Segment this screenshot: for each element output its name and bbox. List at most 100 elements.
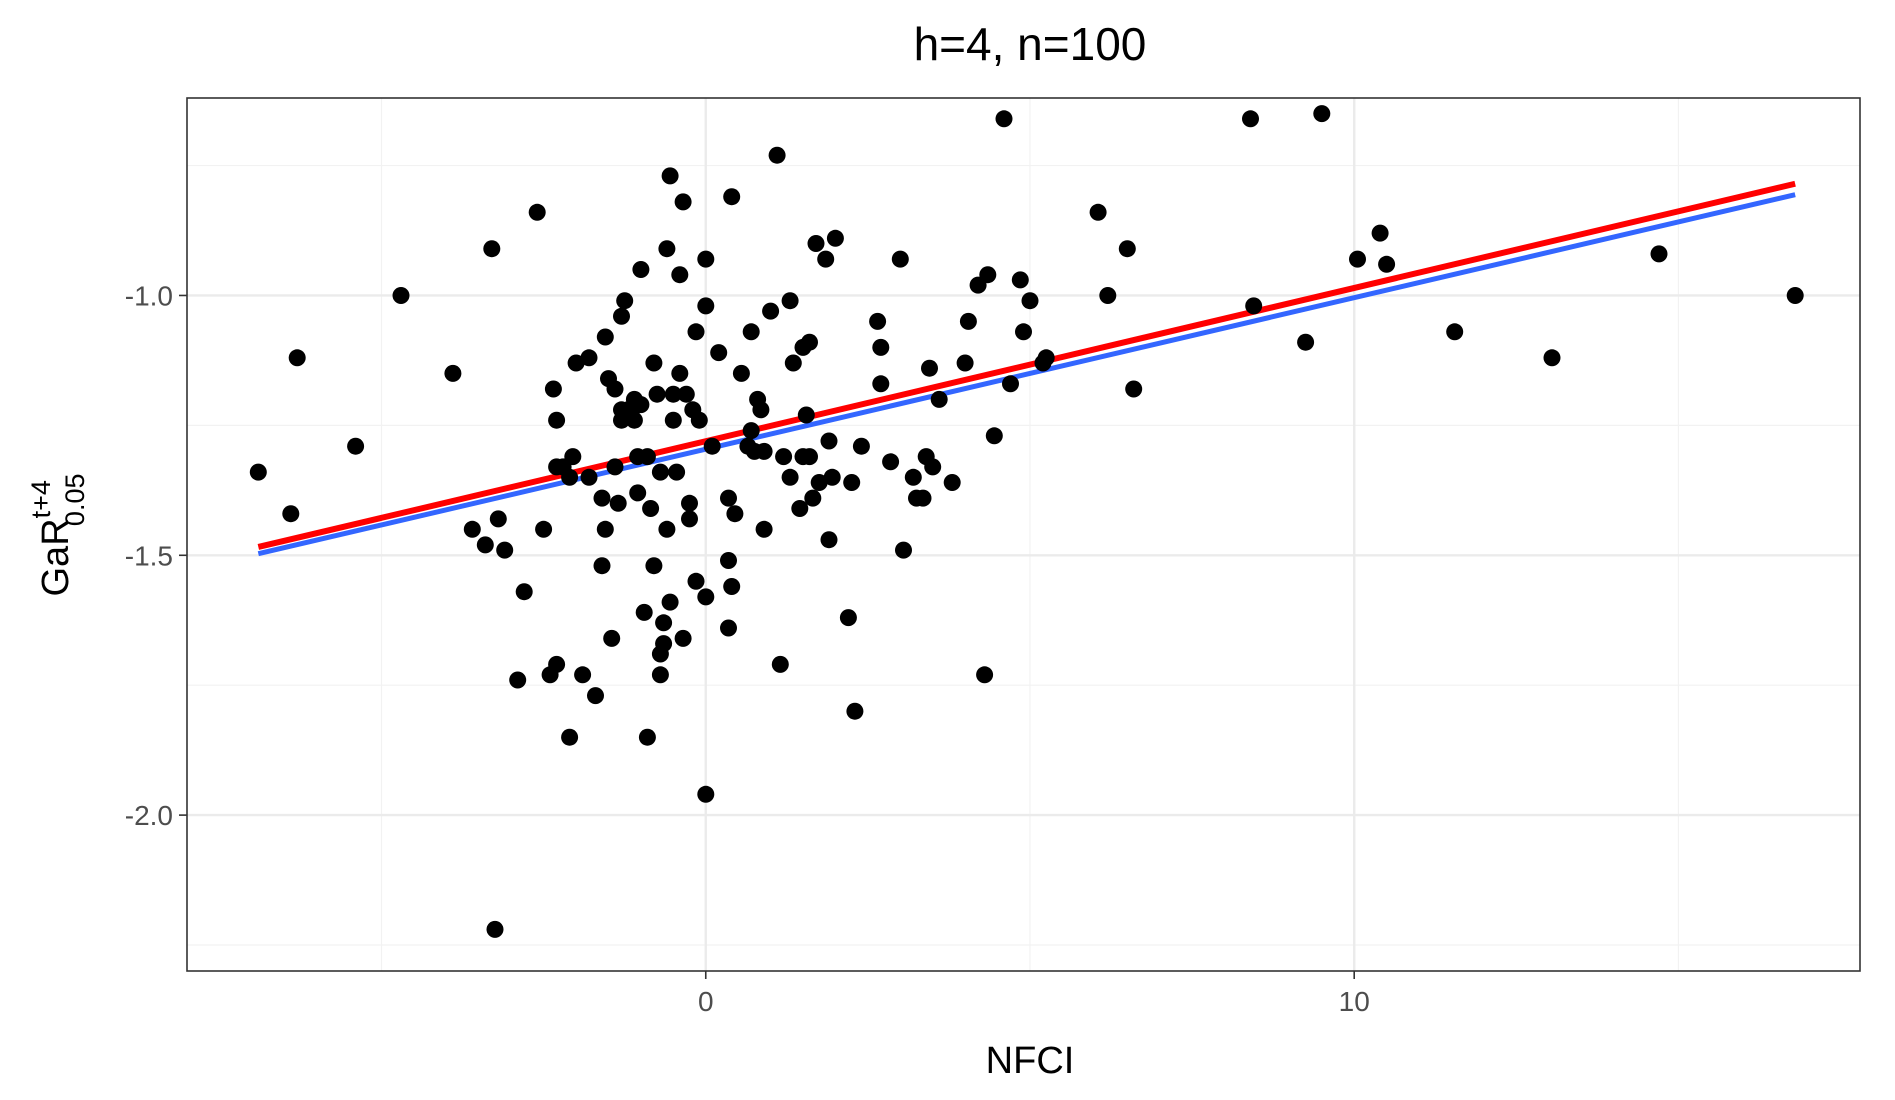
data-point xyxy=(561,468,579,486)
data-point xyxy=(606,380,624,398)
data-point xyxy=(648,385,666,403)
data-point xyxy=(632,261,650,278)
data-point xyxy=(771,655,789,673)
data-point xyxy=(697,250,715,268)
data-point xyxy=(687,572,705,590)
data-point xyxy=(681,510,698,528)
data-point xyxy=(914,489,932,507)
data-point xyxy=(846,702,864,720)
data-point xyxy=(661,167,679,185)
data-point xyxy=(1125,380,1143,398)
data-point xyxy=(606,458,624,476)
y-axis-title-base: GaR xyxy=(35,518,77,596)
data-point xyxy=(1089,203,1107,221)
data-point xyxy=(710,344,728,362)
data-point xyxy=(564,448,582,466)
data-point xyxy=(924,458,942,476)
data-point xyxy=(1313,105,1331,123)
data-point xyxy=(671,266,689,284)
data-point xyxy=(613,307,630,325)
data-point xyxy=(638,728,656,746)
data-point xyxy=(548,655,566,673)
data-point xyxy=(852,437,870,455)
data-point xyxy=(444,364,462,382)
data-point xyxy=(956,354,974,372)
data-point xyxy=(1378,255,1396,273)
data-point xyxy=(1786,287,1804,304)
data-point xyxy=(609,494,627,512)
data-point xyxy=(496,541,514,559)
data-point xyxy=(869,312,887,330)
data-point xyxy=(976,666,994,684)
data-point xyxy=(720,489,737,507)
data-point xyxy=(463,520,481,538)
y-tick-label: -1.0 xyxy=(125,280,173,311)
data-point xyxy=(726,505,744,523)
data-point xyxy=(1015,323,1032,341)
data-point xyxy=(288,349,306,367)
data-point xyxy=(839,609,857,627)
data-point xyxy=(282,505,300,523)
data-point xyxy=(943,474,961,491)
data-point xyxy=(664,411,682,429)
data-point xyxy=(784,354,802,372)
data-point xyxy=(593,489,611,507)
data-point xyxy=(655,614,673,632)
data-point xyxy=(593,557,611,575)
y-axis-title-subscript: 0.05 xyxy=(60,474,90,527)
data-point xyxy=(775,448,793,466)
data-point xyxy=(567,354,585,372)
data-point xyxy=(668,463,686,481)
data-point xyxy=(1297,333,1315,351)
data-point xyxy=(486,920,504,938)
data-point xyxy=(697,297,715,315)
svg-text:GaRt+40.05: GaRt+4 0.05 xyxy=(26,474,90,597)
data-point xyxy=(671,364,689,382)
data-point xyxy=(823,468,841,486)
x-axis-title: NFCI xyxy=(986,1040,1075,1082)
data-point xyxy=(674,629,692,647)
data-point xyxy=(817,250,835,268)
y-tick-label: -2.0 xyxy=(125,800,173,831)
data-point xyxy=(574,666,592,684)
data-point xyxy=(681,494,698,512)
data-point xyxy=(697,588,715,606)
data-point xyxy=(959,312,977,330)
data-point xyxy=(1245,297,1263,315)
data-point xyxy=(596,520,614,538)
data-point xyxy=(801,448,818,466)
data-point xyxy=(820,432,838,450)
data-point xyxy=(781,292,799,310)
x-tick-label: 0 xyxy=(698,986,714,1017)
data-point xyxy=(632,396,650,414)
data-point xyxy=(535,520,553,538)
data-point xyxy=(347,437,365,455)
data-point xyxy=(742,323,760,341)
data-point xyxy=(603,629,621,647)
data-point xyxy=(742,422,760,440)
data-point xyxy=(804,489,822,507)
data-points xyxy=(249,105,1804,938)
y-axis-title: GaRt+4 0.05 xyxy=(26,474,90,597)
data-point xyxy=(752,401,770,419)
data-point xyxy=(1011,271,1029,289)
fit-line-blue xyxy=(257,192,1796,557)
data-point xyxy=(732,364,750,382)
data-point xyxy=(642,500,660,517)
data-point xyxy=(882,453,900,471)
data-point xyxy=(791,500,809,517)
data-point xyxy=(476,536,494,554)
data-point xyxy=(797,406,815,424)
data-point xyxy=(651,666,669,684)
data-point xyxy=(548,411,566,429)
chart-title: h=4, n=100 xyxy=(914,18,1147,70)
data-point xyxy=(755,520,773,538)
data-point xyxy=(580,349,598,367)
data-point xyxy=(891,250,909,268)
data-point xyxy=(995,110,1013,128)
data-point xyxy=(1446,323,1464,341)
data-point xyxy=(1118,240,1136,258)
data-point xyxy=(635,603,653,621)
data-point xyxy=(544,380,562,398)
